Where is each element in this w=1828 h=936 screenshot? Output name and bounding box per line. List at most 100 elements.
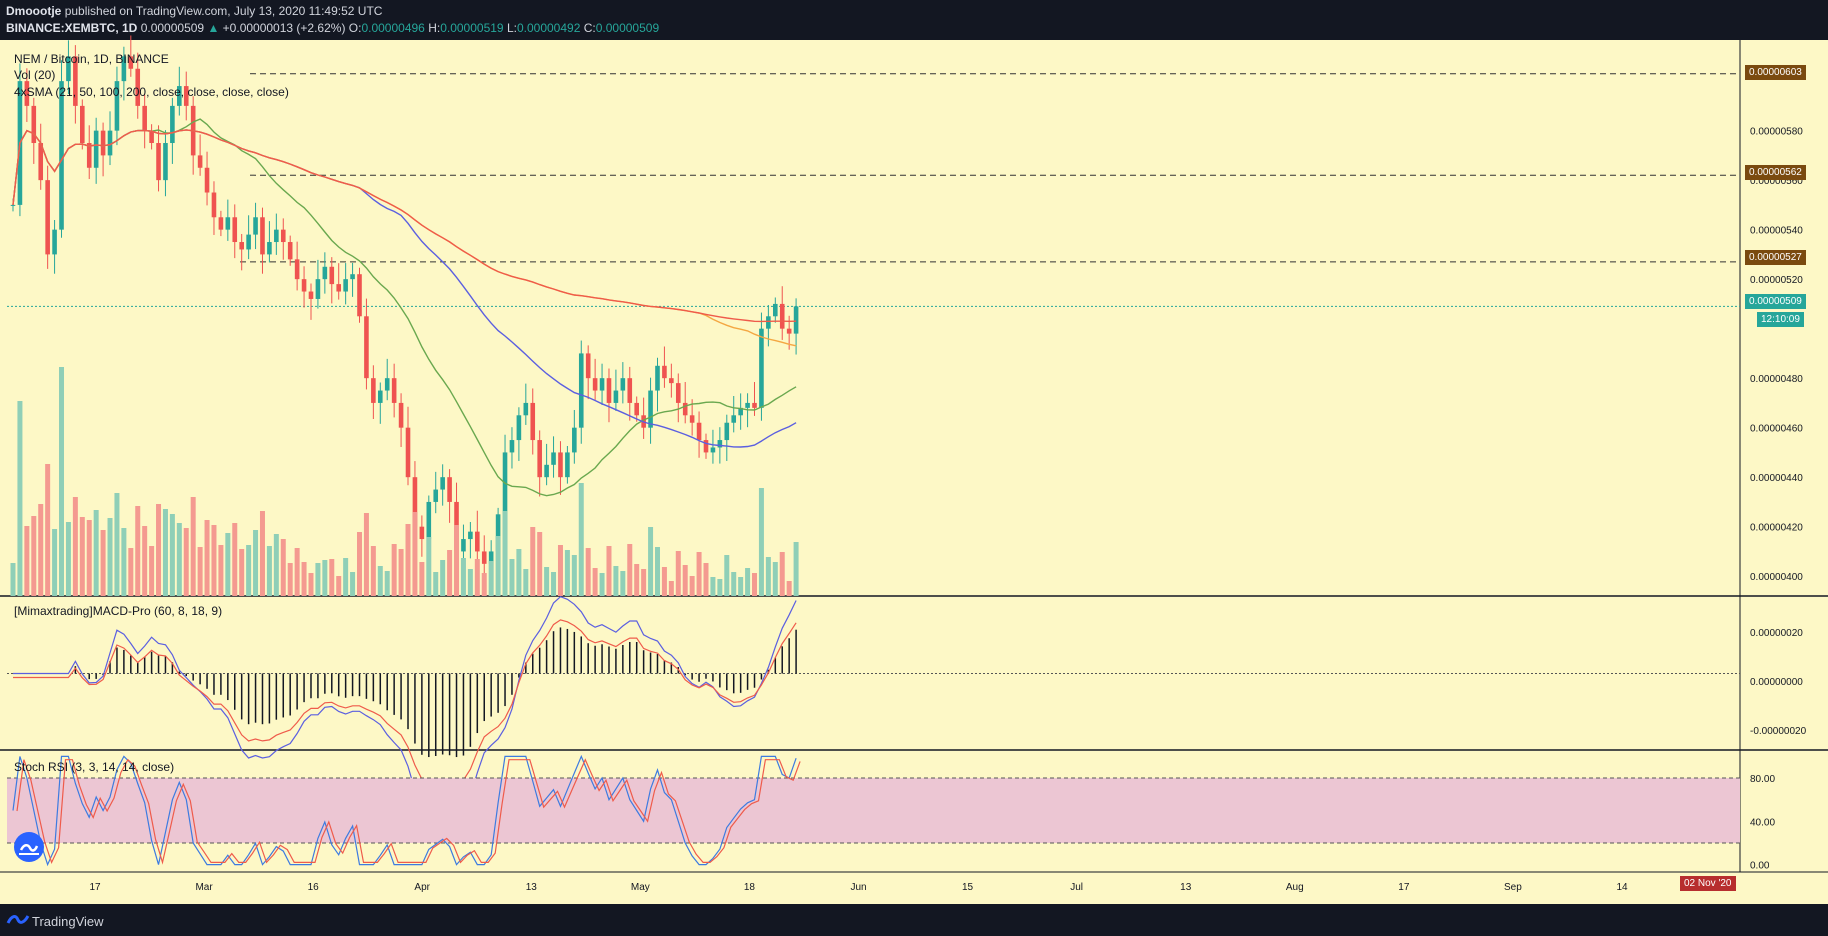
candle[interactable] xyxy=(606,378,612,403)
candle[interactable] xyxy=(523,402,529,416)
candle[interactable] xyxy=(779,303,785,329)
candle[interactable] xyxy=(66,56,71,82)
candle[interactable] xyxy=(211,192,217,218)
tradingview-chart-logo-icon[interactable] xyxy=(14,832,44,862)
candle[interactable] xyxy=(329,266,335,285)
candle[interactable] xyxy=(551,452,556,465)
candle[interactable] xyxy=(648,390,653,428)
candle[interactable] xyxy=(107,130,113,156)
candle[interactable] xyxy=(537,440,542,478)
candle[interactable] xyxy=(364,316,369,379)
candle[interactable] xyxy=(218,217,224,230)
candle[interactable] xyxy=(468,531,473,540)
candle[interactable] xyxy=(267,242,272,255)
tradingview-logo-icon[interactable] xyxy=(6,911,30,932)
candle[interactable] xyxy=(301,279,307,292)
candle[interactable] xyxy=(745,402,750,408)
candle[interactable] xyxy=(183,86,189,106)
candle[interactable] xyxy=(100,130,106,156)
candle[interactable] xyxy=(440,477,445,490)
candle[interactable] xyxy=(253,217,258,235)
candle[interactable] xyxy=(703,440,709,453)
candle[interactable] xyxy=(274,229,279,243)
candle[interactable] xyxy=(128,56,134,69)
candle[interactable] xyxy=(246,234,251,250)
candle[interactable] xyxy=(80,105,85,144)
candle[interactable] xyxy=(578,353,584,428)
candle[interactable] xyxy=(204,167,210,193)
candle[interactable] xyxy=(398,402,404,428)
candle[interactable] xyxy=(620,378,626,391)
candle[interactable] xyxy=(121,56,127,82)
candle[interactable] xyxy=(738,407,743,416)
candle[interactable] xyxy=(689,415,695,423)
candle[interactable] xyxy=(294,259,300,280)
candle[interactable] xyxy=(24,81,30,106)
candle[interactable] xyxy=(682,402,688,416)
candle[interactable] xyxy=(495,514,501,552)
candle[interactable] xyxy=(426,501,432,540)
candle[interactable] xyxy=(31,105,37,144)
candle[interactable] xyxy=(142,105,147,131)
candle[interactable] xyxy=(156,143,161,181)
candle[interactable] xyxy=(59,81,64,230)
candle[interactable] xyxy=(135,68,141,106)
candle[interactable] xyxy=(239,242,244,250)
candle[interactable] xyxy=(509,440,515,453)
candle[interactable] xyxy=(308,291,314,299)
candle[interactable] xyxy=(627,378,633,403)
candle[interactable] xyxy=(724,422,730,441)
candle[interactable] xyxy=(613,390,619,403)
candle[interactable] xyxy=(197,155,203,168)
candle[interactable] xyxy=(447,477,452,502)
candle[interactable] xyxy=(322,266,328,280)
candle[interactable] xyxy=(38,143,44,181)
candle[interactable] xyxy=(558,452,563,478)
candle[interactable] xyxy=(766,316,771,329)
candle[interactable] xyxy=(662,365,667,379)
candle[interactable] xyxy=(336,284,342,292)
candle[interactable] xyxy=(565,452,570,478)
publisher-name[interactable]: Dmoootje xyxy=(6,4,62,18)
candle[interactable] xyxy=(357,274,362,317)
candle[interactable] xyxy=(475,531,480,552)
candle[interactable] xyxy=(710,447,716,453)
candle[interactable] xyxy=(488,551,494,564)
candle[interactable] xyxy=(280,229,286,243)
candle[interactable] xyxy=(350,274,355,280)
candle[interactable] xyxy=(655,365,660,391)
footer-brand[interactable]: TradingView xyxy=(32,914,104,929)
candle[interactable] xyxy=(405,427,411,478)
candle[interactable] xyxy=(731,415,737,423)
candle[interactable] xyxy=(786,328,792,334)
candle[interactable] xyxy=(585,353,591,379)
candle[interactable] xyxy=(634,402,639,416)
candle[interactable] xyxy=(315,279,321,299)
candle[interactable] xyxy=(377,390,383,403)
candle[interactable] xyxy=(793,306,799,334)
candle[interactable] xyxy=(384,378,390,391)
candle[interactable] xyxy=(675,383,681,403)
candle[interactable] xyxy=(149,130,154,144)
candle[interactable] xyxy=(73,56,78,106)
candle[interactable] xyxy=(260,217,265,255)
candle[interactable] xyxy=(232,217,238,243)
candle[interactable] xyxy=(696,422,702,441)
candle[interactable] xyxy=(114,81,120,131)
candle[interactable] xyxy=(759,328,764,408)
candle[interactable] xyxy=(530,402,536,441)
candle[interactable] xyxy=(371,378,376,403)
candle[interactable] xyxy=(592,378,598,391)
candle[interactable] xyxy=(163,143,168,181)
candle[interactable] xyxy=(599,378,605,391)
candle[interactable] xyxy=(544,464,549,478)
candle[interactable] xyxy=(45,180,50,255)
candle[interactable] xyxy=(343,279,348,292)
candle[interactable] xyxy=(516,415,522,441)
candle[interactable] xyxy=(391,378,397,403)
candle[interactable] xyxy=(52,229,57,255)
candle[interactable] xyxy=(170,105,175,144)
candle[interactable] xyxy=(412,477,418,527)
candle[interactable] xyxy=(572,427,577,453)
